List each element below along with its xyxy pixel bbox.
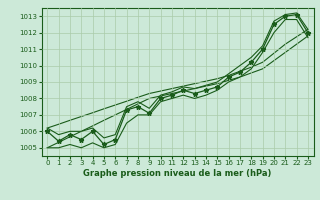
X-axis label: Graphe pression niveau de la mer (hPa): Graphe pression niveau de la mer (hPa) xyxy=(84,169,272,178)
